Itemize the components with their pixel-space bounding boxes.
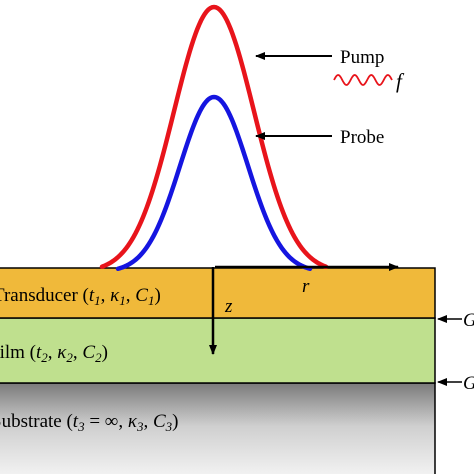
interface-2-label: G	[463, 373, 474, 394]
pump-frequency-label: f	[396, 69, 405, 93]
film-label: Film (t2, κ2, C2)	[0, 342, 108, 365]
modulation-wave-icon	[333, 74, 393, 86]
substrate-label: Substrate (t3 = ∞, κ3, C3)	[0, 411, 178, 434]
interface-1-label: G	[463, 310, 474, 331]
r-axis-label: r	[302, 276, 310, 297]
film-layer	[0, 317, 436, 384]
transducer-label: Transducer (t1, κ1, C1)	[0, 285, 161, 308]
pump-beam-profile	[99, 4, 329, 269]
pump-label: Pump	[340, 47, 384, 68]
z-axis-label: z	[224, 296, 233, 317]
probe-beam-profile	[115, 94, 313, 271]
substrate-layer	[0, 382, 436, 474]
probe-label: Probe	[340, 127, 384, 148]
